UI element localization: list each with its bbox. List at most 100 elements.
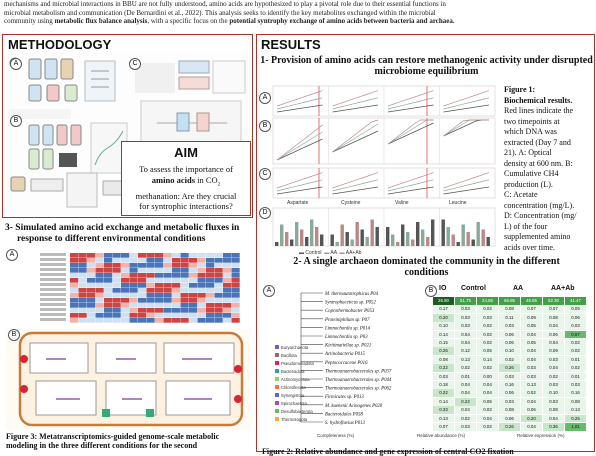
flux-cell	[138, 268, 147, 273]
flux-cell	[121, 268, 130, 273]
fig1-bar	[340, 224, 344, 246]
flux-cell	[189, 253, 198, 258]
aim-text: To assess the importance of amino acids …	[135, 164, 237, 212]
flux-cell	[155, 263, 164, 268]
fig1-series-line	[332, 123, 379, 153]
fig1-xtick-2: Cysteine	[341, 200, 361, 206]
fig1-bar	[300, 229, 304, 246]
heat-cell: 0.02	[477, 406, 498, 414]
flux-cell	[95, 263, 104, 268]
heat-cell: 0.02	[499, 355, 520, 364]
phylum-swatch	[275, 393, 279, 397]
heat-cell: 0.14	[477, 355, 498, 364]
metabolic-map-svg	[18, 331, 244, 427]
flux-cell	[214, 288, 223, 293]
flux-cell	[180, 268, 189, 273]
flux-cell	[138, 303, 147, 308]
flux-cell	[172, 278, 181, 283]
figure1-caption: Figure 1: Biochemical results. Red lines…	[504, 85, 592, 253]
fig3-tag-a: A	[6, 249, 18, 261]
fig1-caption-line: which DNA was	[504, 127, 557, 136]
heat-cell: 0.03	[455, 305, 476, 314]
heat-cell: 0.04	[477, 381, 498, 389]
flux-cell	[155, 273, 164, 278]
flux-cell	[206, 268, 215, 273]
flux-cell	[121, 258, 130, 263]
heat-cell: 0.06	[543, 330, 564, 339]
flux-cell	[214, 263, 223, 268]
heat-cell: 0.02	[521, 389, 542, 398]
heat-cell: 0.13	[565, 406, 586, 414]
species-label: Kiritimatiellae sp. P021	[324, 344, 371, 349]
heat-cell: 0.07	[433, 423, 454, 431]
flux-cell	[146, 288, 155, 293]
heat-cell: 0.01	[455, 372, 476, 381]
heat-cell: 0.04	[521, 347, 542, 356]
fig1-caption-line: concentration (mg/L).	[504, 200, 575, 210]
heat-cell: 0.10	[543, 389, 564, 398]
heat-cell: 0.03	[565, 322, 586, 330]
flux-cell	[138, 293, 147, 298]
heat-cell: 0.05	[565, 305, 586, 314]
flux-cell	[214, 303, 223, 308]
flux-cell	[197, 298, 206, 303]
flux-cell	[112, 298, 121, 303]
fig1-caption-line: production (L).	[504, 179, 553, 189]
flux-cell	[121, 288, 130, 293]
heat-cells: 26.80 51.75 24.86 66.85 45.85 52.30 41.47 0.17 0…	[433, 297, 591, 433]
heat-cell: 0.67	[565, 330, 586, 339]
heat-cell: 0.02	[565, 347, 586, 356]
fig1-xtick-3: Valine	[395, 200, 409, 206]
heat-cell: 0.01	[565, 372, 586, 381]
heat-cell: 0.06	[499, 339, 520, 347]
fig1-bar	[370, 219, 374, 246]
flux-cell	[146, 263, 155, 268]
flux-cell	[70, 293, 79, 298]
flux-cell	[155, 313, 164, 318]
heat-cell: 0.04	[521, 397, 542, 406]
flux-cell	[172, 283, 181, 288]
flux-cell	[70, 263, 79, 268]
flux-cell	[121, 308, 130, 313]
flux-cell	[231, 298, 240, 303]
flux-cell	[138, 278, 147, 283]
flux-cell	[189, 288, 198, 293]
phylum-label: Synergistota	[281, 393, 305, 398]
flux-cell	[189, 313, 198, 318]
fig1-series-line	[387, 179, 434, 192]
flux-cell	[87, 318, 96, 323]
fig1-bar	[466, 232, 470, 246]
phylum-label: Bacillota	[281, 353, 297, 358]
heat-cell: 0.22	[455, 397, 476, 406]
flux-cell	[163, 268, 172, 273]
flux-cell	[189, 258, 198, 263]
flux-cell	[138, 308, 147, 313]
fig1-series-line	[332, 130, 379, 153]
species-label: Thermoanaerobacterales sp. P062	[325, 387, 392, 392]
flux-row-label	[40, 293, 66, 296]
fig1-series-line	[443, 172, 490, 189]
flux-cell	[189, 273, 198, 278]
fig1-series-line	[332, 119, 379, 153]
flux-cell	[129, 273, 138, 278]
fig1-bar	[486, 237, 490, 246]
heat-cell: 0.02	[455, 364, 476, 372]
metabolic-map: B	[6, 329, 250, 429]
flux-cell	[129, 278, 138, 283]
flux-cell	[155, 308, 164, 313]
flux-cell	[146, 253, 155, 258]
fig1-series-line	[387, 122, 434, 145]
heat-cell: 0.02	[455, 414, 476, 423]
flux-cell	[197, 313, 206, 318]
heat-cell: 0.08	[433, 355, 454, 364]
heat-cell: 0.04	[455, 330, 476, 339]
heat-cell: 0.20	[521, 414, 542, 423]
flux-cell	[163, 273, 172, 278]
species-label: Thermoanaerobacterales sp. P044	[325, 378, 392, 383]
flux-cell	[197, 258, 206, 263]
species-label: M. kuenenii Acinogenes P020	[324, 404, 383, 409]
figure1-charts: A B C D Aspartate Cysteine Valine Leucin…	[259, 80, 499, 260]
flux-cell	[104, 263, 113, 268]
fig1-bar	[275, 242, 279, 246]
fig1-series-line	[276, 172, 323, 189]
